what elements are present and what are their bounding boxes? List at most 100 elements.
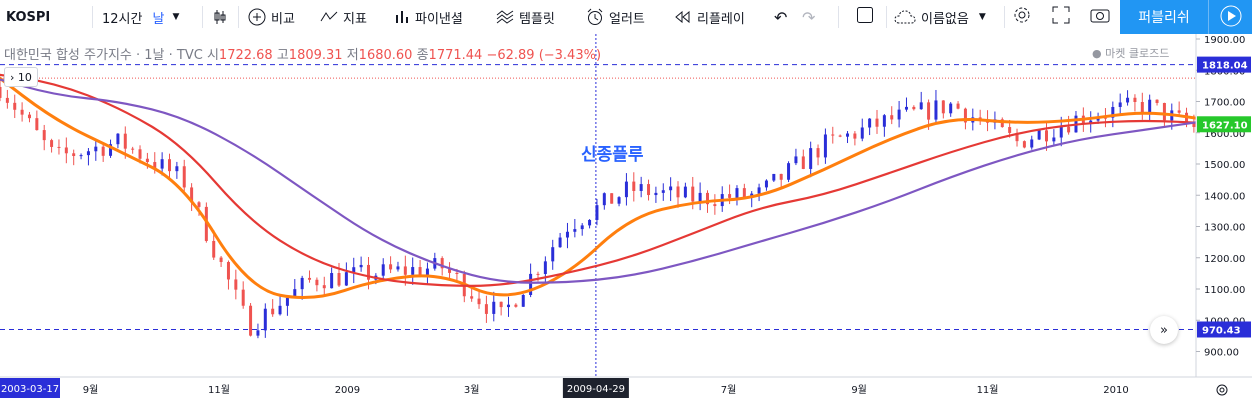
interval-label: 12시간 <box>102 11 143 27</box>
candle-body <box>846 133 850 137</box>
candle-body <box>1111 106 1115 118</box>
templates-button[interactable]: 템플릿 <box>496 0 555 34</box>
change-value: −62.89 (−3.43%) <box>486 48 602 63</box>
alert-button[interactable]: 얼러트 <box>586 0 645 34</box>
candle-body <box>42 130 46 141</box>
candle-body <box>728 194 732 198</box>
y-tick-label: 1700.00 <box>1204 98 1245 109</box>
candle-body <box>610 193 614 204</box>
price-axis <box>1196 34 1252 377</box>
candle-body <box>794 156 798 164</box>
candle-body <box>411 267 415 275</box>
candle-body <box>588 219 592 226</box>
candle-body <box>337 273 341 286</box>
price-label: 1627.10 <box>1202 120 1248 131</box>
layout-name-button[interactable]: 이름없음 ▼ <box>894 0 986 34</box>
candle-body <box>904 106 908 110</box>
candle-body <box>1118 102 1122 107</box>
candle-body <box>963 108 967 123</box>
candle-body <box>742 188 746 198</box>
settings-button[interactable] <box>1012 0 1032 34</box>
candle-body <box>521 294 525 307</box>
symbol-search[interactable]: KOSPI <box>6 0 50 34</box>
price-label: 970.43 <box>1202 325 1241 336</box>
candle-body <box>101 146 105 156</box>
candle-body <box>145 158 149 163</box>
candle-body <box>1192 122 1196 127</box>
candle-body <box>661 190 665 193</box>
candle-body <box>1126 97 1130 103</box>
double-chevron-right-icon: » <box>1160 322 1168 338</box>
candle-body <box>787 163 791 180</box>
candle-body <box>499 301 503 308</box>
candle-body <box>580 225 584 230</box>
candle-body <box>190 187 194 203</box>
market-status: ● 마켓 클로즈드 <box>1092 47 1170 60</box>
y-tick-label: 1100.00 <box>1204 285 1245 296</box>
candle-body <box>27 114 31 119</box>
y-tick-label: 1600.00 <box>1204 129 1245 140</box>
candle-body <box>1103 117 1107 119</box>
chevron-down-icon: ▼ <box>172 12 180 22</box>
redo-button[interactable]: ↷ <box>802 0 815 34</box>
candle-body <box>831 134 835 136</box>
moving-average-ma60 <box>0 73 1211 287</box>
candle-body <box>1015 132 1019 142</box>
chart-type-button[interactable] <box>212 0 233 34</box>
gear-icon <box>1012 5 1032 29</box>
fullscreen-button[interactable] <box>1052 0 1070 34</box>
candle-body <box>735 188 739 198</box>
chart-background <box>0 34 1252 403</box>
low-label: 저 <box>346 48 359 63</box>
publish-button[interactable]: 퍼블리쉬 <box>1120 0 1208 34</box>
chart-annotation: 신종플루 <box>581 145 644 165</box>
compare-button[interactable]: 비교 <box>248 0 295 34</box>
candle-body <box>330 273 334 289</box>
undo-button[interactable]: ↶ <box>774 0 787 34</box>
interval-selector[interactable]: 12시간 날 ▼ <box>102 0 179 34</box>
axes: 900.001000.001100.001200.001300.001400.0… <box>0 34 1252 403</box>
candle-body <box>226 262 230 280</box>
candle-body <box>322 285 326 289</box>
candle-body <box>565 231 569 238</box>
indicators-button[interactable]: 지표 <box>320 0 367 34</box>
candle-body <box>455 272 459 274</box>
candle-body <box>234 279 238 290</box>
redo-icon: ↷ <box>802 7 816 27</box>
candle-body <box>514 304 518 307</box>
candles-icon <box>212 9 228 25</box>
candle-body <box>1052 137 1056 142</box>
snapshot-button[interactable] <box>1090 0 1110 34</box>
candle-body <box>352 267 356 273</box>
y-tick-label: 1500.00 <box>1204 160 1245 171</box>
bars-icon <box>394 9 410 25</box>
crosshair-time-box <box>0 378 60 398</box>
financials-button[interactable]: 파이낸셜 <box>394 0 463 34</box>
candle-body <box>1133 97 1137 103</box>
candle-body <box>801 156 805 169</box>
candle-body <box>536 273 540 275</box>
candle-body <box>875 118 879 127</box>
price-chart[interactable]: 900.001000.001100.001200.001300.001400.0… <box>0 34 1252 403</box>
candle-body <box>168 159 172 172</box>
candle-body <box>57 146 61 148</box>
replay-button[interactable]: 리플레이 <box>674 0 745 34</box>
candle-body <box>0 86 2 98</box>
fullscreen-select-button[interactable] <box>856 0 874 34</box>
candle-body <box>219 257 223 263</box>
scroll-to-realtime-button[interactable]: » <box>1150 316 1178 344</box>
candle-body <box>50 140 54 147</box>
candle-body <box>507 304 511 308</box>
undo-icon: ↶ <box>774 7 788 27</box>
x-tick-label: 2009 <box>335 385 360 396</box>
candle-body <box>602 193 606 206</box>
candle-body <box>1067 126 1071 133</box>
candle-body <box>1162 102 1166 121</box>
candle-body <box>772 173 776 181</box>
candle-body <box>35 118 39 131</box>
candle-body <box>153 162 157 169</box>
candle-body <box>654 192 658 196</box>
legend-collapse-button[interactable]: › 10 <box>4 67 38 87</box>
candle-body <box>1037 130 1041 140</box>
play-button[interactable] <box>1208 0 1252 34</box>
